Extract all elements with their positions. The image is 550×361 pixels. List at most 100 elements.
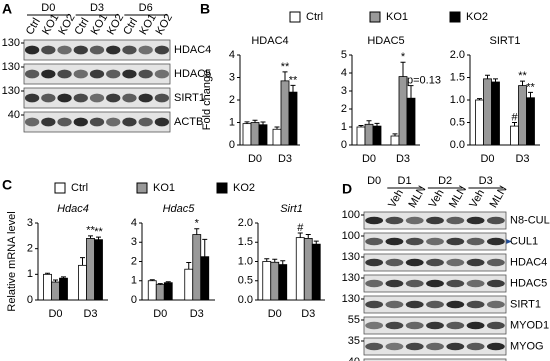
y-tick-label: 3 [27,217,33,229]
x-tick-label: D0 [362,153,376,165]
mw-label: 130 [342,251,360,263]
error-bar [80,257,85,266]
error-bar [244,121,250,124]
blot-band [466,279,485,288]
error-bar [512,122,517,127]
group-label: D1 [398,175,412,187]
y-tick-label: 0 [27,294,33,306]
blot-band [57,45,72,55]
legend-label: KO1 [153,182,175,194]
error-bar [274,126,280,130]
bar [147,280,157,301]
protein-label: HDAC5 [174,68,211,80]
blot-band [385,237,404,246]
error-bar [313,240,319,245]
blot-band [446,258,465,267]
blot-band [466,321,485,330]
bar [250,122,260,146]
mw-label: 40 [348,356,360,361]
blot-band [405,321,424,330]
lane-label: Veh [386,188,406,210]
x-tick-label: D3 [83,308,97,320]
blot-band [486,279,505,288]
y-tick-label: 0.5 [238,275,253,287]
error-bar [297,232,303,238]
error-bar [408,85,414,99]
bar [59,277,68,301]
bar [295,237,305,301]
bar [278,264,288,301]
error-bar [305,234,311,239]
y-tick-label: 0 [341,139,347,151]
error-bar [358,125,364,127]
bar [518,85,527,146]
blot-band [486,321,505,330]
blot-band [122,45,137,55]
error-bar [392,133,398,136]
blot-band [466,258,485,267]
blot-band [73,93,88,103]
panel-label: C [2,177,12,193]
y-tick-label: 0.0 [238,294,253,306]
legend-swatch [449,11,461,23]
blot-band [446,279,465,288]
error-bar [485,74,490,79]
error-bar [260,121,266,125]
x-tick-label: D3 [278,153,292,165]
error-bar [165,281,171,283]
protein-label: SIRT1 [174,92,205,104]
blot-band [446,321,465,330]
y-tick-label: 0 [229,139,235,151]
bar [192,234,202,301]
significance-label: ** [526,81,535,93]
x-tick-label: D0 [48,308,62,320]
error-bar [366,120,372,125]
blot-band [446,237,465,246]
blot-band [106,69,121,79]
mw-label: 40 [8,109,20,121]
error-bar [45,272,50,275]
y-tick-label: 1.5 [238,236,253,248]
mw-label: 130 [2,85,20,97]
panel-label: D [342,181,352,197]
error-bar [272,258,278,263]
blot-band [426,237,444,246]
blot-band [385,342,404,351]
y-tick-label: 1.5 [450,71,465,83]
y-tick-label: 4 [131,217,137,229]
blot-band [365,216,384,225]
blot-band [466,342,485,351]
significance-label: p=0.13 [407,75,441,87]
blot-band [486,258,505,267]
blot-band [446,342,465,351]
significance-label: ** [281,61,290,73]
bar [356,126,366,146]
y-tick-label: 1 [341,121,347,133]
blot-band [41,93,56,103]
bar [51,281,60,301]
blot-band [122,93,137,103]
x-tick-label: D0 [153,308,167,320]
protein-label: HDAC5 [510,277,547,289]
protein-label: SIRT1 [510,298,541,310]
x-tick-label: D3 [515,153,529,165]
blot-strip [363,358,507,361]
protein-label: MYOD1 [510,319,549,331]
error-bar [290,84,296,93]
blot-band [426,279,444,288]
bar [155,284,165,301]
arrowhead [506,239,512,244]
bar [270,261,280,301]
blot-band [486,216,505,225]
blot-band [426,342,444,351]
blot-band [24,69,40,79]
error-bar [493,78,498,82]
bar [288,91,298,146]
y-tick-label: 0.5 [450,116,465,128]
legend-label: KO2 [233,182,255,194]
y-tick-label: 3 [229,71,235,83]
significance-label: ** [94,226,103,238]
significance-label: ** [289,74,298,86]
bar [242,123,252,146]
protein-label: ACTB [174,116,203,128]
